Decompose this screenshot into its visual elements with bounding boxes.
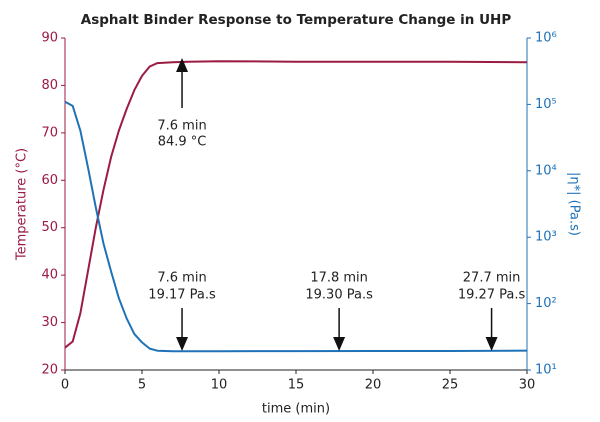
x-axis-label: time (min) — [262, 402, 330, 417]
x-tick-label: 30 — [519, 378, 536, 393]
annotation-text: 7.6 min — [157, 271, 206, 286]
y-tick-label: 20 — [41, 363, 58, 378]
arrow-head — [333, 337, 346, 351]
x-tick-label: 20 — [365, 378, 382, 393]
y2-tick-label: 10⁴ — [535, 163, 557, 178]
series-line — [64, 60, 528, 349]
y2-tick-label: 10³ — [535, 230, 557, 245]
x-tick-label: 0 — [61, 378, 69, 393]
annotation-text: 19.27 Pa.s — [458, 288, 526, 303]
y-tick-label: 60 — [41, 173, 58, 188]
y-tick-label: 80 — [41, 78, 58, 93]
x-tick-label: 25 — [442, 378, 459, 393]
y-tick-label: 50 — [41, 220, 58, 235]
y2-tick-label: 10² — [535, 296, 557, 311]
x-tick-label: 15 — [288, 378, 305, 393]
annotation-text: 27.7 min — [463, 271, 521, 286]
y-tick-label: 70 — [41, 125, 58, 140]
y-tick-label: 40 — [41, 268, 58, 283]
arrow-head — [485, 337, 498, 351]
x-tick-label: 10 — [211, 378, 228, 393]
annotation-text: 19.30 Pa.s — [305, 288, 373, 303]
y-tick-label: 30 — [41, 315, 58, 330]
annotation-text: 7.6 min — [157, 119, 206, 134]
y-axis-label: Temperature (°C) — [15, 148, 30, 261]
series-line — [64, 100, 528, 353]
annotation-text: 19.17 Pa.s — [148, 288, 216, 303]
y2-tick-label: 10¹ — [535, 363, 557, 378]
y2-tick-label: 10⁵ — [535, 97, 557, 112]
y2-axis-label: |η*| (Pa.s) — [567, 172, 582, 236]
chart-title: Asphalt Binder Response to Temperature C… — [81, 12, 512, 28]
x-tick-label: 5 — [138, 378, 146, 393]
arrow-head — [176, 337, 189, 351]
annotation-text: 17.8 min — [310, 271, 368, 286]
arrow-head — [176, 58, 189, 72]
y2-tick-label: 10⁶ — [535, 31, 557, 46]
annotation-text: 84.9 °C — [158, 135, 207, 150]
y-tick-label: 90 — [41, 31, 58, 46]
